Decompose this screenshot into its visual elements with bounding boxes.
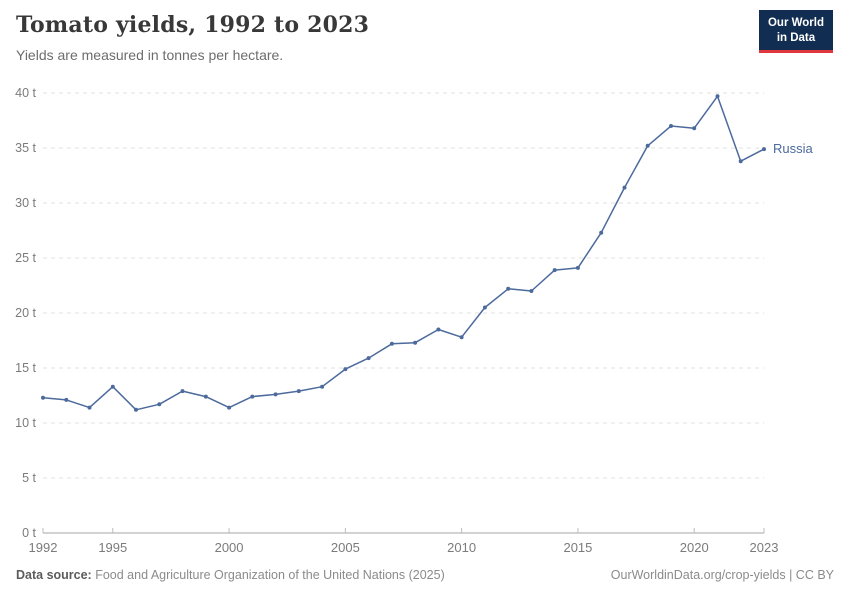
data-source-label: Data source:	[16, 568, 92, 582]
data-point[interactable]	[250, 394, 255, 399]
y-tick-label: 10 t	[15, 416, 36, 430]
x-tick-label: 2020	[680, 540, 709, 555]
data-point[interactable]	[87, 405, 92, 410]
x-tick-label: 2005	[331, 540, 360, 555]
data-point[interactable]	[273, 392, 278, 397]
x-tick-label: 1995	[98, 540, 127, 555]
data-point[interactable]	[599, 230, 604, 235]
x-tick-label: 2015	[563, 540, 592, 555]
y-tick-label: 20 t	[15, 306, 36, 320]
data-point[interactable]	[669, 124, 673, 128]
line-chart: 0 t 5 t 10 t 15 t 20 t 25 t 30 t 35 t 40 t 1992 19…	[0, 80, 850, 560]
y-tick-label: 25 t	[15, 251, 36, 265]
data-point[interactable]	[413, 340, 418, 345]
data-point[interactable]	[692, 126, 697, 131]
data-point[interactable]	[157, 402, 162, 407]
data-point[interactable]	[459, 335, 464, 340]
data-point[interactable]	[529, 289, 534, 293]
owid-logo-line1: Our World	[767, 17, 824, 29]
y-tick-label: 15 t	[15, 361, 36, 375]
data-point[interactable]	[389, 341, 394, 346]
owid-logo-line2: in Data	[776, 31, 816, 44]
y-tick-label: 0 t	[22, 526, 36, 540]
data-point[interactable]	[366, 356, 371, 361]
data-point[interactable]	[227, 405, 232, 410]
series-line-russia	[42, 95, 765, 411]
series-label-russia[interactable]: Russia	[773, 141, 814, 156]
data-source-text: Food and Agriculture Organization of the…	[95, 568, 445, 582]
owid-logo[interactable]: Our World in Data	[758, 10, 833, 53]
data-point[interactable]	[203, 394, 208, 399]
data-point[interactable]	[622, 185, 627, 190]
data-point[interactable]	[506, 286, 511, 291]
y-tick-label: 40 t	[15, 86, 36, 100]
chart-footer: Data source: Food and Agriculture Organi…	[16, 568, 834, 582]
data-point[interactable]	[762, 147, 766, 152]
data-point[interactable]	[645, 143, 650, 148]
data-point[interactable]	[296, 389, 301, 394]
y-tick-label: 30 t	[15, 196, 36, 210]
data-point[interactable]	[738, 159, 743, 164]
y-tick-label: 35 t	[15, 141, 36, 155]
data-point[interactable]	[41, 395, 45, 400]
credit-link[interactable]: OurWorldinData.org/crop-yields | CC BY	[610, 568, 834, 582]
data-point[interactable]	[552, 268, 557, 273]
x-tick-label: 2023	[750, 540, 779, 555]
data-point[interactable]	[180, 389, 185, 394]
chart-header: Tomato yields, 1992 to 2023 Yields are m…	[16, 10, 834, 63]
data-point[interactable]	[436, 327, 441, 332]
x-tick-label: 2010	[447, 540, 476, 555]
data-point[interactable]	[575, 265, 580, 270]
data-point[interactable]	[64, 397, 69, 402]
data-point[interactable]	[134, 407, 138, 412]
data-point[interactable]	[343, 367, 348, 372]
data-point[interactable]	[482, 305, 487, 310]
data-point[interactable]	[320, 384, 325, 389]
chart-canvas: 0 t 5 t 10 t 15 t 20 t 25 t 30 t 35 t 40 t 1992 19…	[15, 86, 814, 555]
page-title: Tomato yields, 1992 to 2023	[16, 12, 370, 38]
data-point[interactable]	[110, 384, 115, 389]
x-tick-label: 2000	[215, 540, 244, 555]
x-tick-label: 1992	[29, 540, 58, 555]
y-tick-label: 5 t	[22, 471, 36, 485]
data-point[interactable]	[715, 94, 720, 99]
page-subtitle: Yields are measured in tonnes per hectar…	[16, 47, 284, 63]
data-source: Data source: Food and Agriculture Organi…	[16, 568, 445, 582]
